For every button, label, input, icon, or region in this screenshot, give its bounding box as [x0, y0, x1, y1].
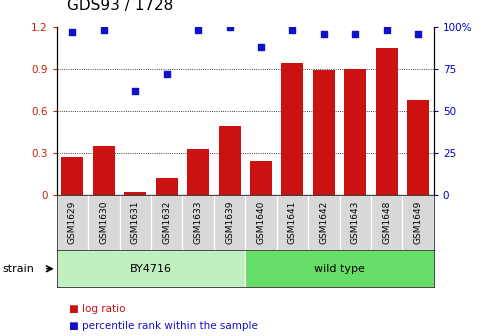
Text: GDS93 / 1728: GDS93 / 1728 [67, 0, 173, 13]
Text: GSM1629: GSM1629 [68, 201, 77, 244]
Text: BY4716: BY4716 [130, 264, 172, 274]
Point [383, 28, 390, 33]
Bar [93, 146, 115, 195]
Text: GSM1633: GSM1633 [194, 201, 203, 244]
Bar [187, 149, 209, 195]
Text: GSM1641: GSM1641 [288, 201, 297, 244]
Point [163, 71, 171, 77]
Text: GSM1643: GSM1643 [351, 201, 360, 244]
Bar [250, 161, 272, 195]
Text: ■ percentile rank within the sample: ■ percentile rank within the sample [69, 321, 258, 331]
Bar [218, 126, 241, 195]
Text: GSM1648: GSM1648 [382, 201, 391, 244]
Bar [156, 178, 177, 195]
Text: GSM1631: GSM1631 [131, 201, 140, 244]
Text: GSM1642: GSM1642 [319, 201, 328, 244]
Text: ■ log ratio: ■ log ratio [69, 304, 126, 314]
Text: GSM1649: GSM1649 [414, 201, 423, 244]
Point [288, 28, 296, 33]
Text: strain: strain [2, 264, 35, 274]
Bar [57, 250, 245, 287]
Bar [245, 250, 434, 287]
Bar [376, 48, 398, 195]
Bar [282, 63, 303, 195]
Point [257, 44, 265, 50]
Point [320, 31, 328, 36]
Bar [124, 192, 146, 195]
Point [352, 31, 359, 36]
Point [194, 28, 202, 33]
Bar [407, 100, 429, 195]
Point [226, 24, 234, 30]
Text: GSM1632: GSM1632 [162, 201, 171, 244]
Bar [62, 157, 83, 195]
Text: GSM1630: GSM1630 [99, 201, 108, 244]
Point [131, 88, 139, 93]
Point [414, 31, 422, 36]
Text: GSM1639: GSM1639 [225, 201, 234, 244]
Point [100, 28, 108, 33]
Bar [313, 70, 335, 195]
Bar [344, 69, 366, 195]
Text: wild type: wild type [314, 264, 365, 274]
Text: GSM1640: GSM1640 [256, 201, 266, 244]
Point [69, 29, 76, 35]
